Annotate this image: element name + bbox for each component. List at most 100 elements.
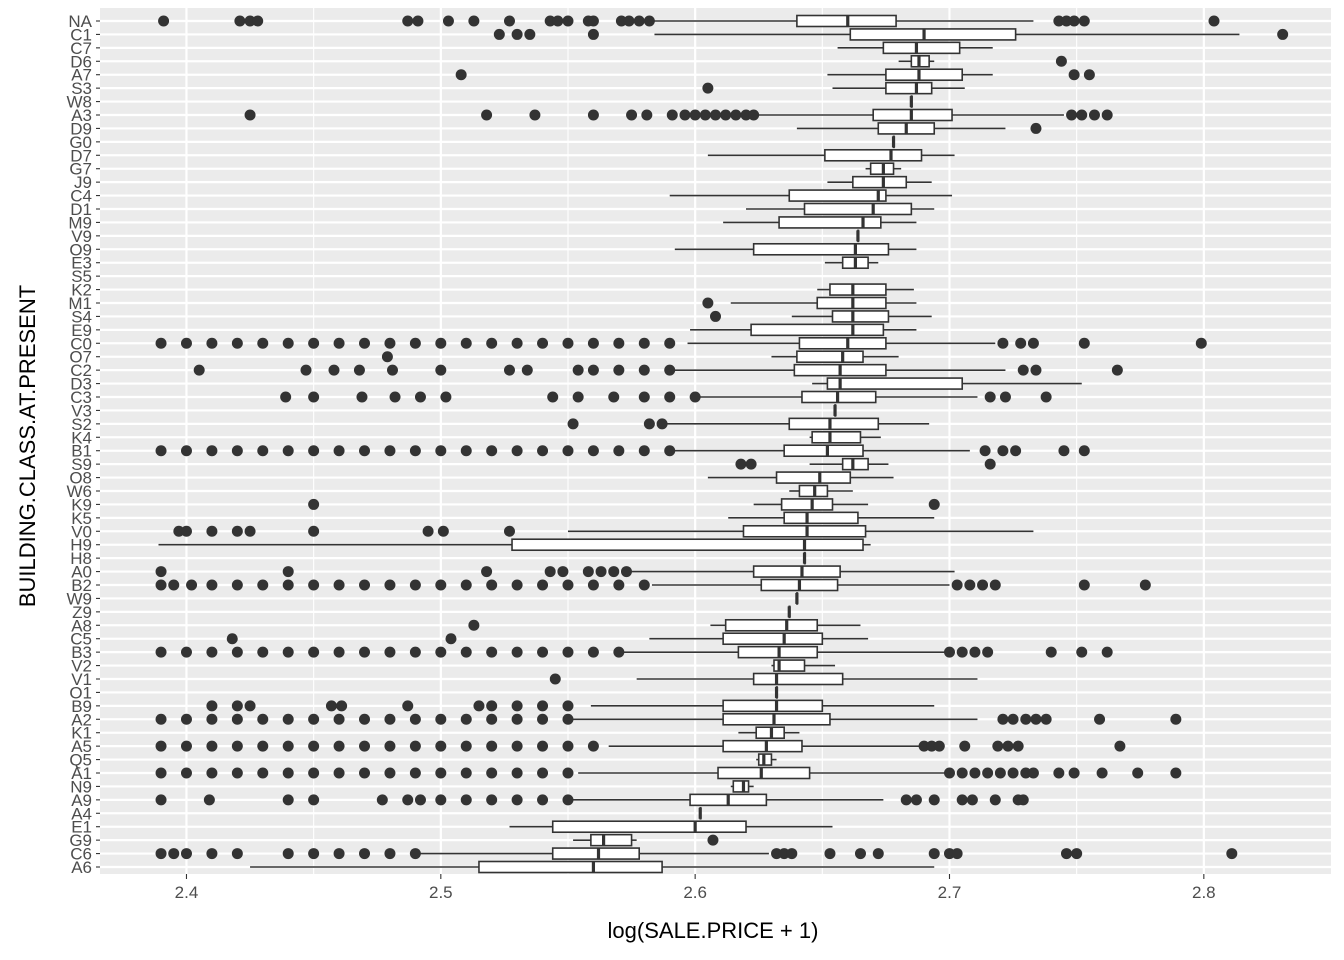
outlier-point: [486, 700, 498, 712]
outlier-point: [180, 848, 192, 860]
outlier-point: [1083, 69, 1095, 81]
outlier-point: [1071, 848, 1083, 860]
outlier-point: [544, 15, 556, 27]
outlier-point: [638, 445, 650, 457]
x-tick-label: 2.5: [429, 883, 453, 902]
box-v9: [856, 229, 860, 243]
outlier-point: [748, 109, 760, 121]
outlier-point: [1053, 767, 1065, 779]
box-iqr: [722, 632, 824, 646]
outlier-point: [730, 109, 742, 121]
x-tick-label: 2.4: [175, 883, 199, 902]
box-a8: [468, 618, 861, 632]
outlier-point: [381, 351, 393, 363]
outlier-point: [206, 646, 218, 658]
box-iqr: [590, 833, 633, 847]
outlier-point: [455, 69, 467, 81]
outlier-point: [656, 418, 668, 430]
outlier-point: [613, 364, 625, 376]
y-tick-label: E9: [71, 321, 92, 340]
y-tick-label: C2: [70, 361, 92, 380]
outlier-point: [956, 794, 968, 806]
outlier-point: [409, 337, 421, 349]
outlier-point: [623, 15, 635, 27]
box-d3: [812, 377, 1082, 390]
outlier-point: [511, 713, 523, 725]
box-d9: [796, 122, 1042, 135]
outlier-point: [1058, 445, 1070, 457]
y-axis-ticks: A6C6G9E1A4A9N9A1Q5A5K1A2B9O1V1V2B3C5A8Z9…: [67, 12, 100, 877]
outlier-point: [666, 109, 678, 121]
box-c3: [280, 390, 1052, 404]
outlier-point: [384, 445, 396, 457]
y-tick-label: B1: [71, 442, 92, 461]
outlier-point: [155, 566, 167, 578]
outlier-point: [486, 579, 498, 591]
outlier-point: [969, 646, 981, 658]
outlier-point: [155, 337, 167, 349]
outlier-point: [486, 713, 498, 725]
outlier-point: [409, 646, 421, 658]
box-iqr: [478, 860, 663, 874]
box-na: [158, 14, 1220, 28]
outlier-point: [587, 646, 599, 658]
outlier-point: [613, 445, 625, 457]
outlier-point: [1066, 109, 1078, 121]
outlier-point: [537, 794, 549, 806]
outlier-point: [549, 673, 561, 685]
outlier-point: [333, 337, 345, 349]
outlier-point: [643, 15, 655, 27]
outlier-point: [409, 445, 421, 457]
outlier-point: [333, 740, 345, 752]
outlier-point: [308, 794, 320, 806]
box-c1: [493, 28, 1289, 41]
outlier-point: [872, 848, 884, 860]
box-d7: [707, 148, 955, 162]
outlier-point: [308, 646, 320, 658]
outlier-point: [1078, 15, 1090, 27]
outlier-point: [1015, 337, 1027, 349]
outlier-point: [473, 700, 485, 712]
box-iqr: [885, 68, 964, 82]
outlier-point: [1010, 445, 1022, 457]
outlier-point: [402, 15, 414, 27]
outlier-point: [1053, 15, 1065, 27]
outlier-point: [359, 767, 371, 779]
outlier-point: [1111, 364, 1123, 376]
outlier-point: [689, 109, 701, 121]
outlier-point: [511, 445, 523, 457]
outlier-point: [537, 740, 549, 752]
outlier-point: [435, 646, 447, 658]
outlier-point: [173, 525, 185, 537]
outlier-point: [638, 391, 650, 403]
box-g0: [891, 135, 896, 149]
outlier-point: [206, 525, 218, 537]
box-c7: [837, 41, 993, 55]
y-tick-label: E1: [71, 818, 92, 837]
outlier-point: [900, 794, 912, 806]
box-iqr: [796, 350, 864, 364]
y-tick-label: S4: [71, 307, 92, 326]
outlier-point: [1030, 713, 1042, 725]
box-v2: [771, 659, 836, 672]
outlier-point: [308, 498, 320, 510]
outlier-point: [1226, 848, 1238, 860]
outlier-point: [409, 713, 421, 725]
box-iqr: [551, 820, 747, 834]
outlier-point: [982, 646, 994, 658]
box-iqr: [752, 565, 841, 578]
outlier-point: [951, 848, 963, 860]
y-tick-label: A0: [71, 563, 92, 582]
outlier-point: [1045, 646, 1057, 658]
y-tick-label: S2: [71, 415, 92, 434]
outlier-point: [992, 740, 1004, 752]
outlier-point: [928, 848, 940, 860]
y-tick-label: O1: [69, 683, 92, 702]
outlier-point: [562, 700, 574, 712]
outlier-point: [633, 15, 645, 27]
outlier-point: [989, 794, 1001, 806]
box-iqr: [775, 471, 852, 484]
box-iqr: [803, 202, 913, 216]
outlier-point: [300, 364, 312, 376]
outlier-point: [537, 713, 549, 725]
